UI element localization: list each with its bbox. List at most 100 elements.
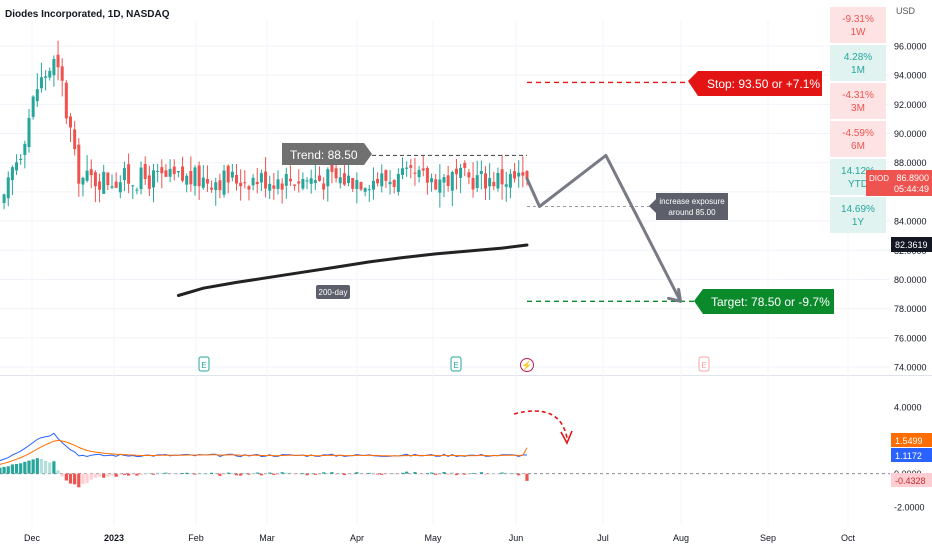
perf-period: YTD — [848, 179, 868, 190]
histogram-bar — [226, 472, 230, 474]
histogram-bar — [421, 473, 425, 475]
dividend-marker[interactable]: ⚡ — [520, 358, 534, 372]
candle — [222, 164, 226, 198]
histogram-bar — [102, 473, 106, 478]
candle — [214, 177, 218, 206]
target-label[interactable]: Target: 78.50 or -9.7% — [694, 289, 834, 314]
candle — [172, 159, 176, 181]
candle — [164, 164, 168, 178]
perf-period: 6M — [851, 141, 865, 152]
price-tick-label: 92.0000 — [894, 100, 927, 110]
perf-period: 1Y — [852, 217, 865, 228]
histogram-bar — [504, 472, 508, 474]
time-axis: Dec 2023 Feb Mar Apr May Jun Jul Aug Sep Oct — [24, 533, 856, 543]
histogram-bar — [475, 473, 479, 475]
candle — [371, 167, 375, 200]
candle — [135, 187, 139, 195]
histogram-bar — [14, 463, 19, 474]
time-tick-label: Dec — [24, 533, 41, 543]
perf-cell-6m[interactable]: -4.59% 6M — [830, 121, 886, 157]
candle — [280, 178, 284, 204]
candle — [338, 167, 342, 189]
histogram-bar — [313, 473, 317, 475]
histogram-bar — [284, 472, 288, 474]
ma-200-label[interactable]: 200-day — [316, 285, 350, 299]
candle — [77, 138, 81, 197]
histogram-bar — [156, 472, 160, 474]
histogram-bar — [317, 473, 322, 475]
histogram-bar — [160, 473, 164, 474]
histogram-bar — [259, 473, 263, 476]
histogram-bar — [234, 473, 239, 476]
time-tick-label: Mar — [259, 533, 275, 543]
histogram-value-tag[interactable]: -0.4328 — [891, 473, 932, 487]
histogram-bar — [52, 461, 56, 474]
candle — [268, 175, 272, 200]
candle — [247, 184, 251, 201]
signal-value-text: 1.5499 — [895, 436, 923, 446]
candle — [264, 156, 268, 198]
current-price-tag[interactable]: DIOD 86.8900 05:44:49 — [866, 170, 932, 196]
trend-label[interactable]: Trend: 88.50 — [282, 143, 372, 165]
candle — [322, 177, 326, 200]
perf-pct: -4.59% — [842, 128, 874, 139]
histogram-bar — [454, 473, 459, 476]
candle — [156, 163, 160, 183]
perf-cell-3m[interactable]: -4.31% 3M — [830, 83, 886, 119]
signal-value-tag[interactable]: 1.5499 — [891, 433, 932, 447]
earnings-marker-may[interactable]: E — [450, 356, 462, 372]
macd-line — [0, 432, 528, 462]
time-tick-label: May — [424, 533, 442, 543]
earnings-marker-aug[interactable]: E — [698, 356, 710, 372]
perf-pct: -9.31% — [842, 14, 874, 25]
stop-label[interactable]: Stop: 93.50 or +7.1% — [688, 71, 822, 96]
candle — [459, 163, 463, 194]
macd-value-tag[interactable]: 1.1172 — [891, 448, 932, 462]
candle — [417, 165, 421, 183]
earnings-marker-feb[interactable]: E — [198, 356, 210, 372]
perf-cell-1y[interactable]: 14.69% 1Y — [830, 197, 886, 233]
exposure-note[interactable]: increase exposure around 85.00 — [649, 193, 728, 220]
histogram-bar — [147, 473, 151, 474]
candle — [205, 165, 209, 192]
candle — [52, 55, 56, 87]
histogram-bar — [0, 467, 2, 474]
candle — [31, 95, 35, 120]
histogram-bar — [44, 460, 48, 474]
histogram-bar — [496, 473, 500, 475]
candle — [15, 154, 19, 175]
histogram-bar — [205, 473, 210, 475]
perf-cell-1m[interactable]: 4.28% 1M — [830, 45, 886, 81]
candle — [342, 164, 346, 187]
candle — [496, 167, 500, 192]
candle — [488, 163, 492, 200]
histogram-bar — [89, 473, 93, 480]
candle — [463, 160, 467, 177]
histogram-bar — [247, 473, 251, 475]
histogram-bar — [255, 472, 259, 474]
ma-value-tag[interactable]: 82.3619 — [891, 237, 932, 252]
histogram-bar — [396, 473, 400, 475]
histogram-bar — [210, 472, 214, 474]
candle — [517, 160, 521, 188]
candle — [434, 173, 438, 191]
perf-cell-1w[interactable]: -9.31% 1W — [830, 7, 886, 43]
stop-label-text: Stop: 93.50 or +7.1% — [707, 77, 820, 91]
macd-value-text: 1.1172 — [895, 451, 922, 461]
candle — [355, 172, 359, 204]
candle — [152, 163, 155, 203]
candle — [6, 171, 10, 207]
candle — [454, 159, 458, 190]
histogram-bar — [185, 472, 189, 474]
candle — [239, 169, 243, 201]
histogram-bar — [243, 472, 247, 474]
candle — [363, 187, 367, 197]
candle — [39, 62, 43, 93]
histogram-bar — [131, 473, 135, 475]
histogram-bar — [359, 473, 363, 475]
histogram-bar — [35, 458, 39, 474]
candle — [492, 171, 496, 191]
histogram-bar — [189, 473, 193, 475]
histogram-bar — [384, 473, 388, 475]
candle — [421, 155, 425, 177]
